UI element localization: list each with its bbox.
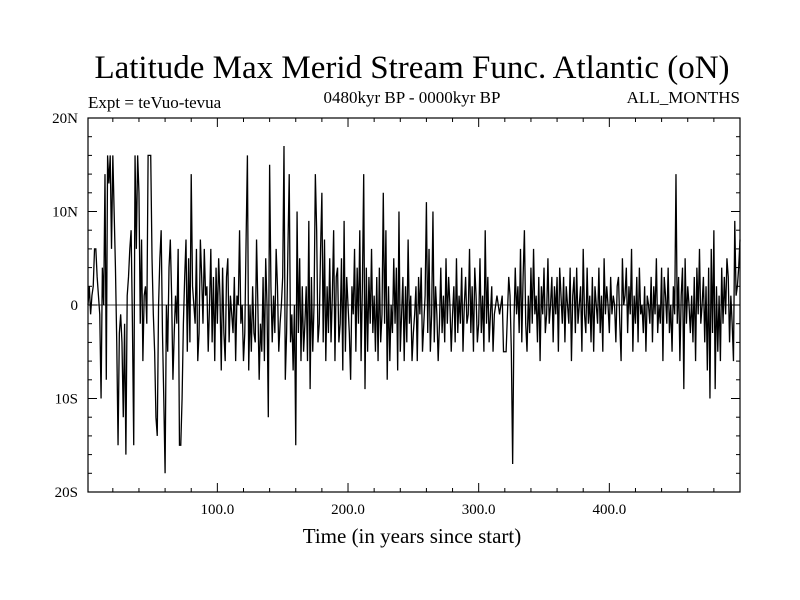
x-tick-label: 300.0 — [462, 502, 496, 518]
x-tick-label: 100.0 — [200, 502, 234, 518]
experiment-subtitle: Expt = teVuo-tevua — [88, 93, 222, 112]
series-line — [87, 146, 741, 474]
y-tick-label: 0 — [71, 298, 79, 314]
y-tick-label: 10N — [52, 205, 78, 221]
y-tick-label: 20S — [55, 485, 78, 501]
months-subtitle: ALL_MONTHS — [627, 88, 740, 107]
x-tick-label: 200.0 — [331, 502, 365, 518]
y-tick-label: 20N — [52, 111, 78, 127]
time-range-subtitle: 0480kyr BP - 0000kyr BP — [324, 88, 501, 107]
y-tick-label: 10S — [55, 392, 78, 408]
chart-title: Latitude Max Merid Stream Func. Atlantic… — [94, 50, 729, 86]
x-tick-label: 400.0 — [592, 502, 626, 518]
plot-frame — [87, 117, 741, 493]
x-axis-title: Time (in years since start) — [303, 524, 522, 548]
